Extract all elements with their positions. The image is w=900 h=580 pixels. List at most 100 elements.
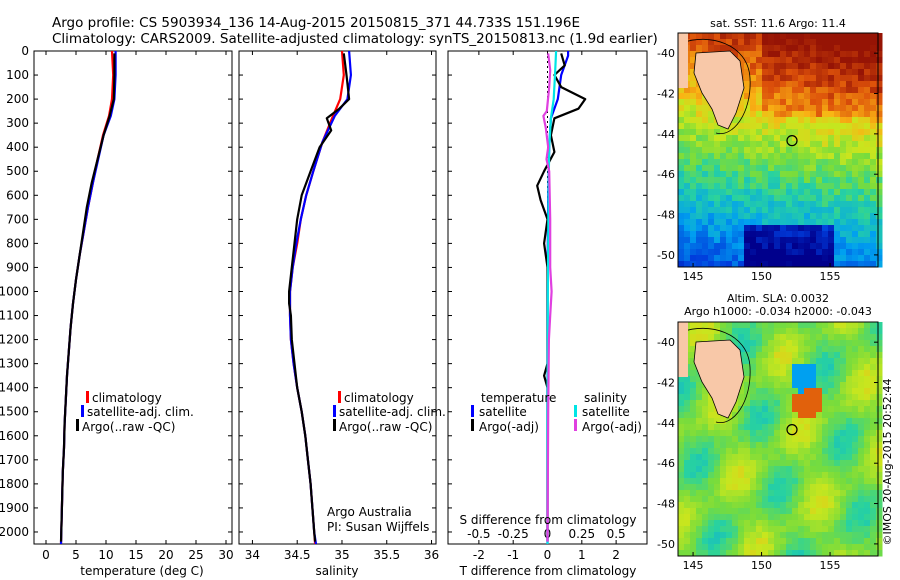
salinity-xlabel: salinity [315, 564, 358, 578]
x-tick-label: 35 [334, 548, 349, 562]
lon-tick-label: 145 [683, 270, 704, 283]
lat-tick-label: -44 [657, 417, 675, 430]
legend-label-argo: Argo(..raw -QC) [82, 420, 175, 434]
sst-map-title: sat. SST: 11.6 Argo: 11.4 [710, 17, 846, 30]
depth-tick-label: 1900 [0, 501, 29, 515]
x-tick-label: -1 [507, 548, 519, 562]
x-tick-label: 0 [544, 548, 552, 562]
temperature-xlabel: temperature (deg C) [80, 564, 203, 578]
depth-tick-label: 100 [6, 68, 29, 82]
map-frame [677, 321, 879, 557]
difference-legend: temperature salinity satellite Argo(-adj… [471, 391, 642, 434]
series-line-salinity-argo-adj- [542, 53, 553, 542]
header-line2: Climatology: CARS2009. Satellite-adjuste… [52, 31, 658, 47]
legend-label-s-argo: Argo(-adj) [582, 420, 642, 434]
x-tick-label: 35.5 [373, 548, 400, 562]
lat-tick-label: -46 [657, 457, 675, 470]
tasmania-land [693, 50, 745, 130]
lat-tick-label: -44 [657, 128, 675, 141]
depth-tick-label: 0 [21, 44, 29, 58]
legend-swatch-argo [333, 419, 336, 431]
sst-map: -40 -42 -44 -46 -48 -50 145 150 155 [657, 32, 883, 283]
lon-tick-label: 155 [820, 270, 841, 283]
s-tick-label: 0.25 [568, 527, 595, 541]
x-tick-label: 34 [245, 548, 260, 562]
shelf-contour [681, 38, 751, 135]
x-tick-label: 30 [218, 548, 233, 562]
depth-tick-label: 700 [6, 212, 29, 226]
float-position-marker [786, 135, 798, 147]
legend-swatch-argo [76, 419, 79, 431]
legend-swatch-climatology [338, 391, 341, 403]
sla-map-title1: Altim. SLA: 0.0032 [727, 292, 829, 305]
x-tick-label: -2 [473, 548, 485, 562]
s-tick-label: -0.25 [498, 527, 529, 541]
imos-credit: ©IMOS 20-Aug-2015 20:52:44 [881, 379, 894, 546]
temperature-legend: climatology satellite-adj. clim. Argo(..… [76, 391, 194, 434]
x-tick-label: 36 [424, 548, 439, 562]
series-line-argo-raw-qc- [288, 53, 351, 542]
lon-tick-label: 145 [683, 559, 704, 572]
shelf-contour [681, 327, 751, 424]
lon-tick-label: 150 [751, 559, 772, 572]
difference-panel: -2 -1 0 1 2-0.5 -0.25 0 0.25 0.5 [447, 50, 648, 562]
legend-label-satellite: satellite-adj. clim. [87, 405, 194, 419]
legend-swatch-satellite [333, 405, 336, 417]
salinity-note-org: Argo Australia [327, 505, 412, 519]
legend-label-argo: Argo(..raw -QC) [339, 420, 432, 434]
legend-swatch-satellite [81, 405, 84, 417]
series-line-argo-raw-qc- [59, 53, 116, 542]
lat-tick-label: -42 [657, 377, 675, 390]
x-tick-label: 1 [578, 548, 586, 562]
x-tick-label: 34.5 [284, 548, 311, 562]
s-tick-label: -0.5 [467, 527, 490, 541]
x-tick-label: 25 [188, 548, 203, 562]
depth-tick-label: 300 [6, 116, 29, 130]
depth-tick-label: 800 [6, 236, 29, 250]
depth-tick-label: 200 [6, 92, 29, 106]
plot-frame [238, 50, 437, 545]
depth-tick-label: 1200 [0, 333, 29, 347]
tasmania-land [693, 339, 745, 419]
legend-swatch-s-argo [574, 419, 577, 431]
depth-axis: 0 100 200 300 400 500 600 700 800 900 1000 1100 1200… [0, 44, 29, 539]
x-tick-label: 15 [128, 548, 143, 562]
mainland-edge [678, 33, 688, 88]
difference-top-label: S difference from climatology [460, 513, 637, 527]
salinity-note-pi: PI: Susan Wijffels [327, 520, 429, 534]
depth-tick-label: 1400 [0, 381, 29, 395]
legend-label-climatology: climatology [344, 391, 414, 405]
depth-tick-label: 1100 [0, 309, 29, 323]
lat-tick-label: -46 [657, 168, 675, 181]
lat-tick-label: -50 [657, 249, 675, 262]
legend-label-s-satellite: satellite [582, 405, 630, 419]
legend-label-climatology: climatology [92, 391, 162, 405]
legend-swatch-t-argo [471, 419, 474, 431]
x-tick-label: 20 [158, 548, 173, 562]
depth-tick-label: 600 [6, 188, 29, 202]
temperature-panel: 0 5 10 15 20 25 30 [33, 50, 234, 562]
x-tick-label: 0 [42, 548, 50, 562]
difference-xlabel: T difference from climatology [459, 564, 637, 578]
lat-tick-label: -50 [657, 538, 675, 551]
map-frame [677, 32, 879, 268]
mainland-edge [678, 322, 688, 377]
legend-label-t-argo: Argo(-adj) [479, 420, 539, 434]
depth-tick-label: 2000 [0, 525, 29, 539]
series-line-temperature-argo-adj- [536, 53, 587, 542]
lon-tick-label: 155 [820, 559, 841, 572]
lat-tick-label: -42 [657, 88, 675, 101]
sla-map: -40 -42 -44 -46 -48 -50 145 150 155 [657, 321, 883, 572]
header-line1: Argo profile: CS 5903934_136 14-Aug-2015… [52, 15, 580, 31]
lat-tick-label: -48 [657, 209, 675, 222]
plot-frame [33, 50, 233, 545]
depth-tick-label: 1700 [0, 453, 29, 467]
x-tick-label: 10 [98, 548, 113, 562]
legend-swatch-t-satellite [471, 405, 474, 417]
salinity-legend: climatology satellite-adj. clim. Argo(..… [327, 391, 446, 534]
depth-tick-label: 1300 [0, 357, 29, 371]
depth-tick-label: 400 [6, 140, 29, 154]
legend-head-temperature: temperature [481, 391, 556, 405]
lon-tick-label: 150 [751, 270, 772, 283]
